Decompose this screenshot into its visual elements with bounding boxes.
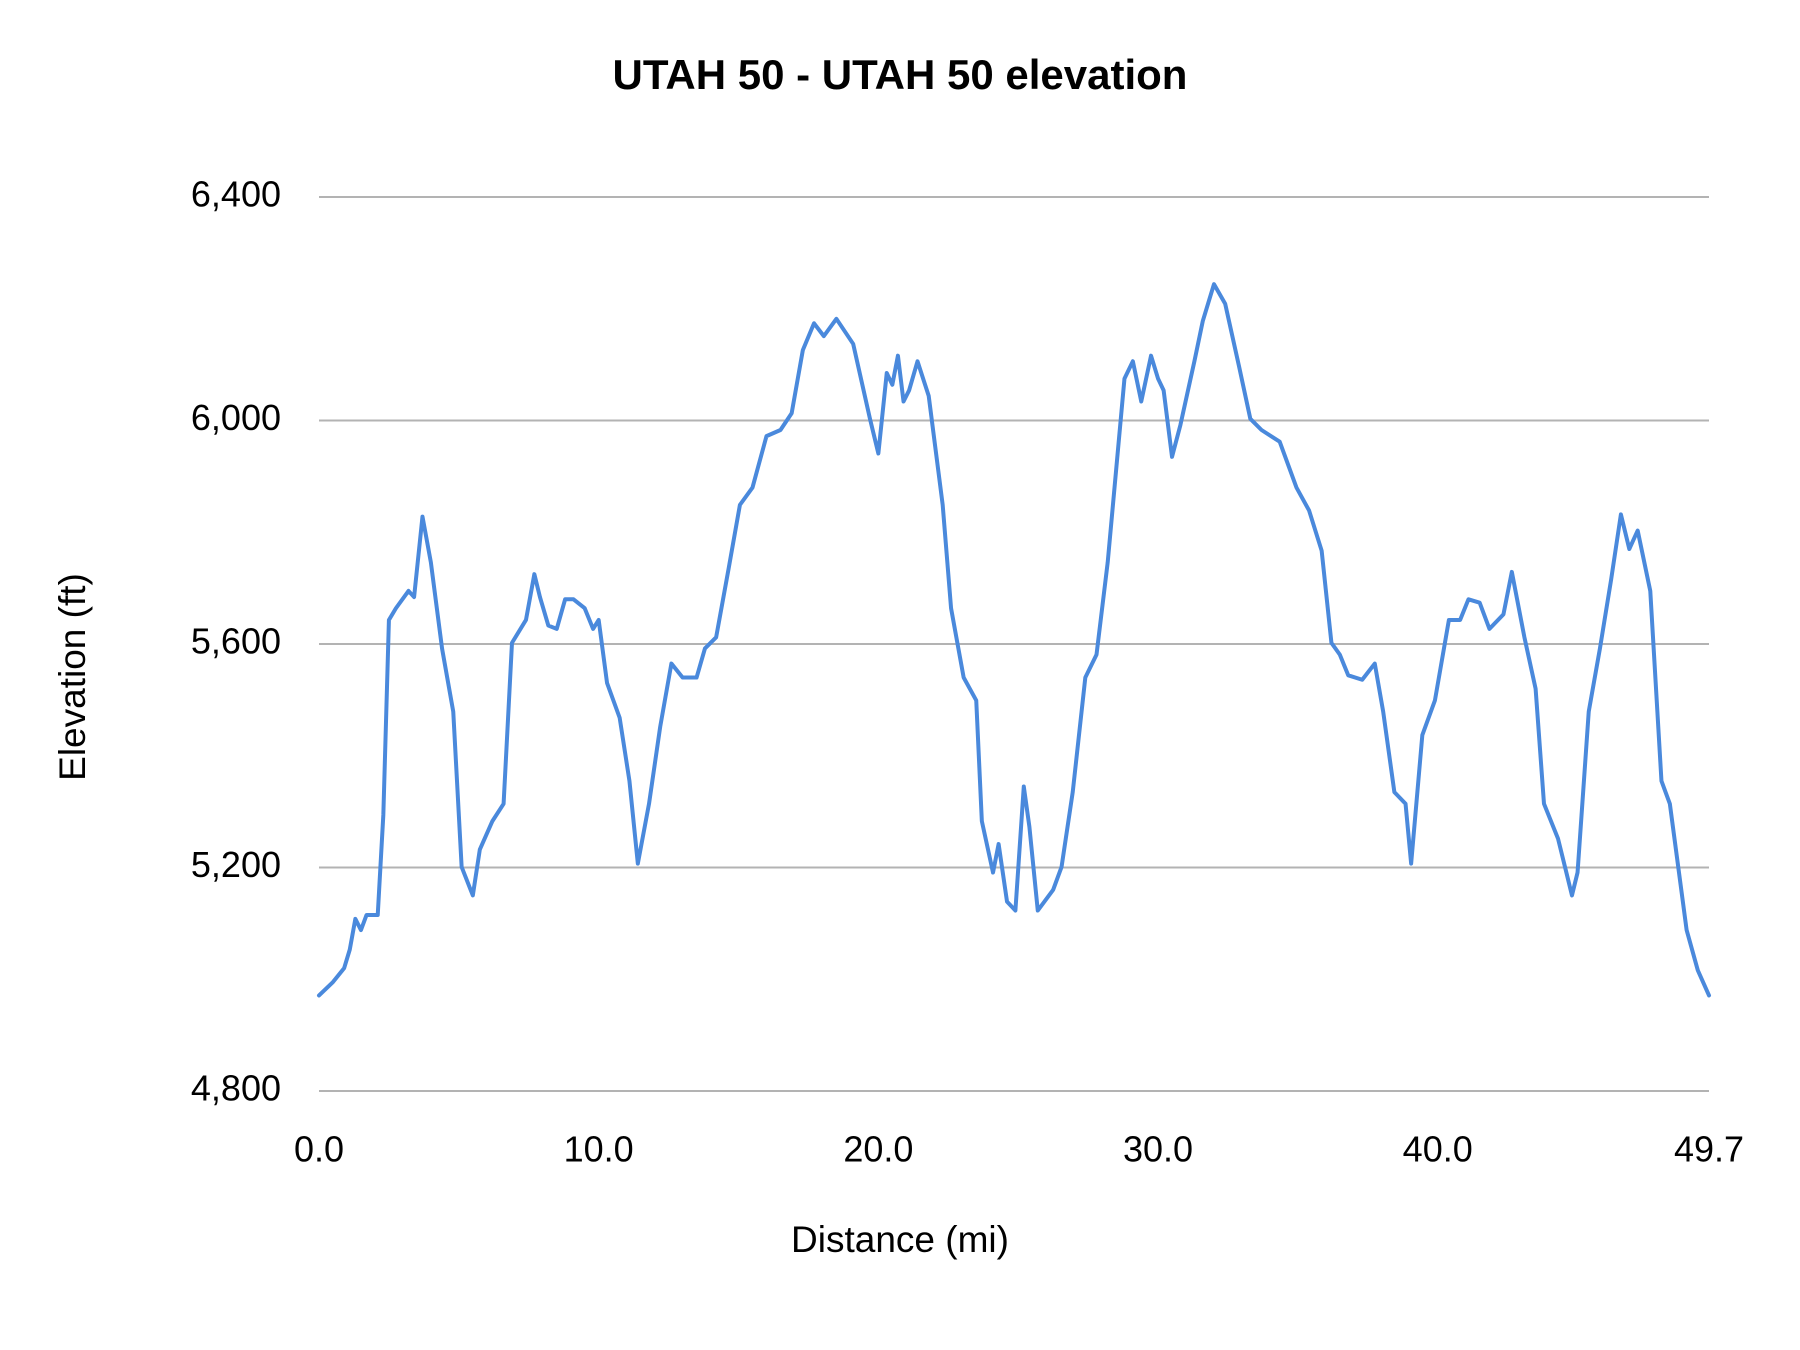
x-tick-label: 0.0 — [294, 1129, 344, 1170]
chart-title: UTAH 50 - UTAH 50 elevation — [613, 51, 1188, 98]
x-tick-label: 20.0 — [843, 1129, 913, 1170]
x-tick-label: 40.0 — [1403, 1129, 1473, 1170]
y-axis-label: Elevation (ft) — [52, 573, 93, 781]
y-tick-label: 6,400 — [191, 174, 281, 215]
x-tick-label: 49.7 — [1674, 1129, 1744, 1170]
y-tick-label: 4,800 — [191, 1068, 281, 1109]
x-tick-label: 30.0 — [1123, 1129, 1193, 1170]
y-tick-label: 6,000 — [191, 397, 281, 438]
x-tick-label: 10.0 — [564, 1129, 634, 1170]
y-tick-label: 5,200 — [191, 844, 281, 885]
elevation-line — [317, 282, 1711, 998]
x-axis-label: Distance (mi) — [791, 1219, 1009, 1260]
y-tick-label: 5,600 — [191, 621, 281, 662]
